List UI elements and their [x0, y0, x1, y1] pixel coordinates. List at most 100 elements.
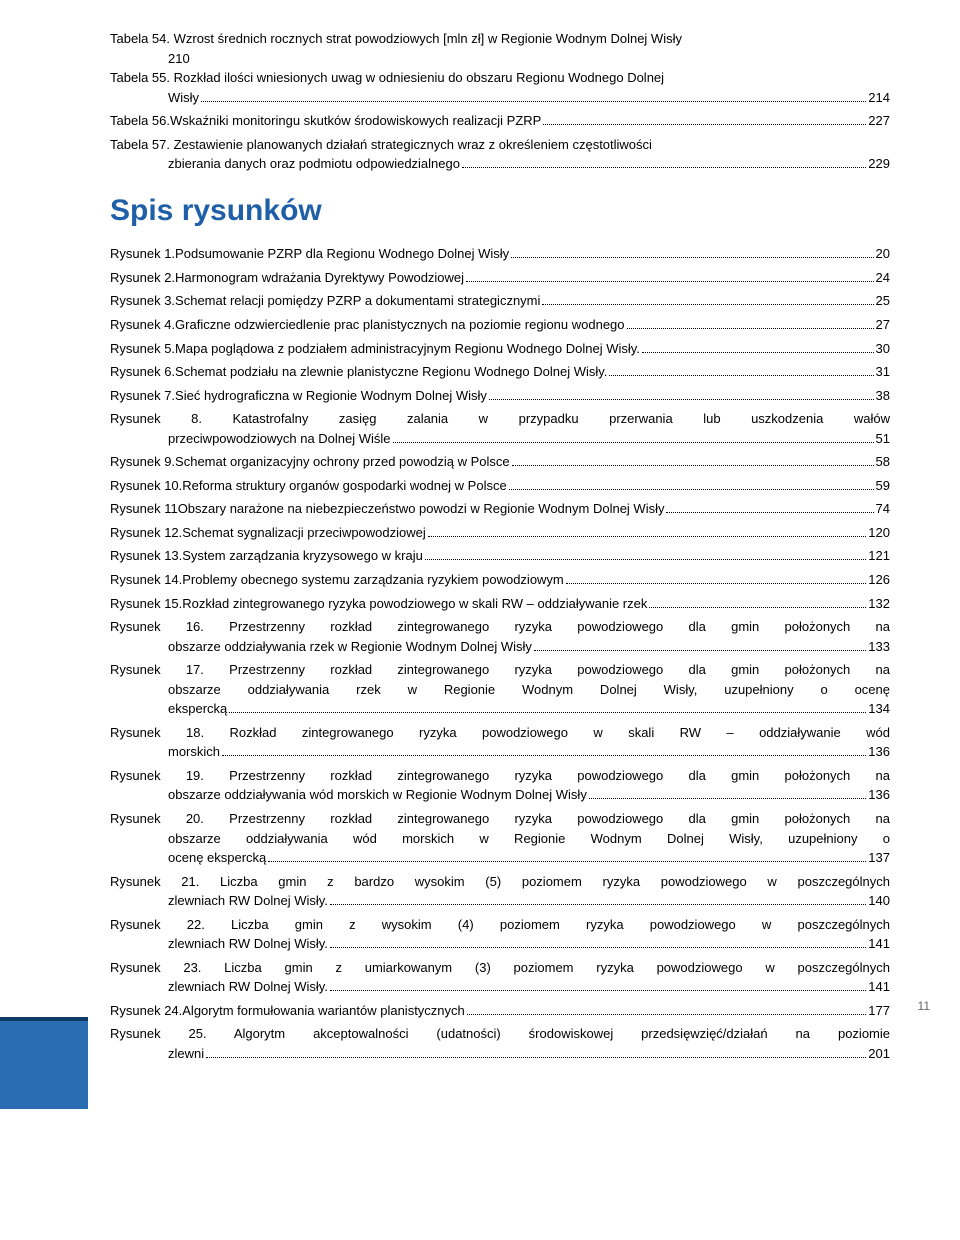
toc-leader: [393, 442, 874, 443]
toc-page-number: 20: [876, 245, 890, 263]
toc-leader: [534, 650, 866, 651]
toc-continuation: ocenę ekspercką: [110, 849, 266, 867]
toc-leader: [649, 607, 866, 608]
toc-leader: [201, 101, 866, 102]
toc-wrap-line: Rysunek 25. Algorytm akceptowalności (ud…: [110, 1025, 890, 1043]
toc-entry: Rysunek 24. Algorytm formułowania warian…: [110, 1002, 890, 1020]
toc-entry: Rysunek 14. Problemy obecnego systemu za…: [110, 571, 890, 589]
toc-continuation: Wisły: [110, 89, 199, 107]
toc-title: Podsumowanie PZRP dla Regionu Wodnego Do…: [175, 245, 509, 263]
toc-label: Rysunek 11: [110, 500, 178, 518]
toc-leader: [642, 352, 874, 353]
toc-entry: przeciwpowodziowych na Dolnej Wiśle 51: [110, 430, 890, 448]
toc-leader: [512, 465, 874, 466]
toc-leader: [589, 798, 866, 799]
toc-label: Rysunek 4.: [110, 316, 175, 334]
toc-continuation: przeciwpowodziowych na Dolnej Wiśle: [110, 430, 391, 448]
toc-leader: [466, 281, 873, 282]
toc-title: System zarządzania kryzysowego w kraju: [182, 547, 423, 565]
toc-page-number: 132: [868, 595, 890, 613]
toc-wrap-line: Rysunek 20. Przestrzenny rozkład zintegr…: [110, 810, 890, 828]
toc-label: Rysunek 1.: [110, 245, 175, 263]
toc-wrap-line: Rysunek 23. Liczba gmin z umiarkowanym (…: [110, 959, 890, 977]
toc-entry: obszarze oddziaływania wód morskich w Re…: [110, 786, 890, 804]
toc-title: Schemat organizacyjny ochrony przed powo…: [175, 453, 510, 471]
toc-continuation: zlewni: [110, 1045, 204, 1063]
toc-continuation: zbierania danych oraz podmiotu odpowiedz…: [110, 155, 460, 173]
toc-leader: [627, 328, 874, 329]
section-title-spis-rysunkow: Spis rysunków: [110, 191, 890, 232]
toc-wrap-line: Rysunek 18. Rozkład zintegrowanego ryzyk…: [110, 724, 890, 742]
toc-entry: ekspercką 134: [110, 700, 890, 718]
toc-page-number: 133: [868, 638, 890, 656]
toc-entry: Rysunek 11 Obszary narażone na niebezpie…: [110, 500, 890, 518]
toc-leader: [268, 861, 866, 862]
toc-leader: [206, 1057, 866, 1058]
toc-leader: [425, 559, 866, 560]
toc-page-number: 227: [868, 112, 890, 130]
toc-leader: [511, 257, 873, 258]
tables-toc-block: Tabela 54. Wzrost średnich rocznych stra…: [110, 30, 890, 173]
toc-label: Rysunek 9.: [110, 453, 175, 471]
toc-page-number: 121: [868, 547, 890, 565]
toc-page-number: 27: [876, 316, 890, 334]
toc-entry: obszarze oddziaływania rzek w Regionie W…: [110, 638, 890, 656]
toc-entry: zbierania danych oraz podmiotu odpowiedz…: [110, 155, 890, 173]
toc-page-number: 126: [868, 571, 890, 589]
toc-title: Graficzne odzwierciedlenie prac planisty…: [175, 316, 624, 334]
toc-leader: [428, 536, 867, 537]
toc-entry: Tabela 56. Wskaźniki monitoringu skutków…: [110, 112, 890, 130]
toc-page-number: 214: [868, 89, 890, 107]
document-page: Tabela 54. Wzrost średnich rocznych stra…: [0, 0, 960, 1109]
toc-page-number: 58: [876, 453, 890, 471]
toc-title: Schemat relacji pomiędzy PZRP a dokument…: [175, 292, 540, 310]
toc-entry: Rysunek 9. Schemat organizacyjny ochrony…: [110, 453, 890, 471]
toc-label: Rysunek 14.: [110, 571, 182, 589]
toc-leader: [467, 1014, 867, 1015]
toc-leader: [543, 124, 866, 125]
toc-label: Rysunek 2.: [110, 269, 175, 287]
toc-title: Reforma struktury organów gospodarki wod…: [182, 477, 506, 495]
toc-entry: ocenę ekspercką 137: [110, 849, 890, 867]
toc-page-number: 59: [876, 477, 890, 495]
toc-entry: Rysunek 12. Schemat sygnalizacji przeciw…: [110, 524, 890, 542]
toc-wrap-line: obszarze oddziaływania wód morskich w Re…: [110, 830, 890, 848]
toc-continuation: obszarze oddziaływania wód morskich w Re…: [110, 786, 587, 804]
toc-page-number: 74: [876, 500, 890, 518]
toc-continuation: zlewniach RW Dolnej Wisły.: [110, 892, 328, 910]
toc-leader: [566, 583, 867, 584]
toc-label: Rysunek 7.: [110, 387, 175, 405]
toc-title: Obszary narażone na niebezpieczeństwo po…: [178, 500, 665, 518]
toc-title: Wskaźniki monitoringu skutków środowisko…: [170, 112, 541, 130]
toc-wrap-line: Rysunek 21. Liczba gmin z bardzo wysokim…: [110, 873, 890, 891]
toc-label: Rysunek 13.: [110, 547, 182, 565]
toc-entry: zlewniach RW Dolnej Wisły. 141: [110, 935, 890, 953]
toc-page-number: 141: [868, 935, 890, 953]
toc-continuation: morskich: [110, 743, 220, 761]
toc-label: Rysunek 12.: [110, 524, 182, 542]
toc-label: Rysunek 3.: [110, 292, 175, 310]
toc-label: Tabela 56.: [110, 112, 170, 130]
toc-wrap-line: Tabela 57. Zestawienie planowanych dział…: [110, 136, 890, 154]
toc-leader: [462, 167, 866, 168]
toc-title: Sieć hydrograficzna w Regionie Wodnym Do…: [175, 387, 487, 405]
toc-continuation: zlewniach RW Dolnej Wisły.: [110, 978, 328, 996]
toc-entry: Rysunek 7. Sieć hydrograficzna w Regioni…: [110, 387, 890, 405]
toc-page-number: 136: [868, 786, 890, 804]
toc-label: Rysunek 15.: [110, 595, 182, 613]
toc-label: Rysunek 10.: [110, 477, 182, 495]
toc-leader: [330, 990, 866, 991]
toc-page-number: 134: [868, 700, 890, 718]
toc-label: Rysunek 5.: [110, 340, 175, 358]
toc-page-number: 201: [868, 1045, 890, 1063]
toc-page-only-line: 210: [110, 50, 890, 68]
toc-title: Schemat podziału na zlewnie planistyczne…: [175, 363, 607, 381]
toc-page-number: 137: [868, 849, 890, 867]
toc-entry: Rysunek 6. Schemat podziału na zlewnie p…: [110, 363, 890, 381]
toc-entry: Rysunek 2. Harmonogram wdrażania Dyrekty…: [110, 269, 890, 287]
toc-wrap-line: Rysunek 8. Katastrofalny zasięg zalania …: [110, 410, 890, 428]
figures-toc-block: Rysunek 1. Podsumowanie PZRP dla Regionu…: [110, 245, 890, 1062]
toc-wrap-line: Tabela 54. Wzrost średnich rocznych stra…: [110, 30, 890, 48]
toc-page-number: 24: [876, 269, 890, 287]
toc-wrap-line: Rysunek 22. Liczba gmin z wysokim (4) po…: [110, 916, 890, 934]
